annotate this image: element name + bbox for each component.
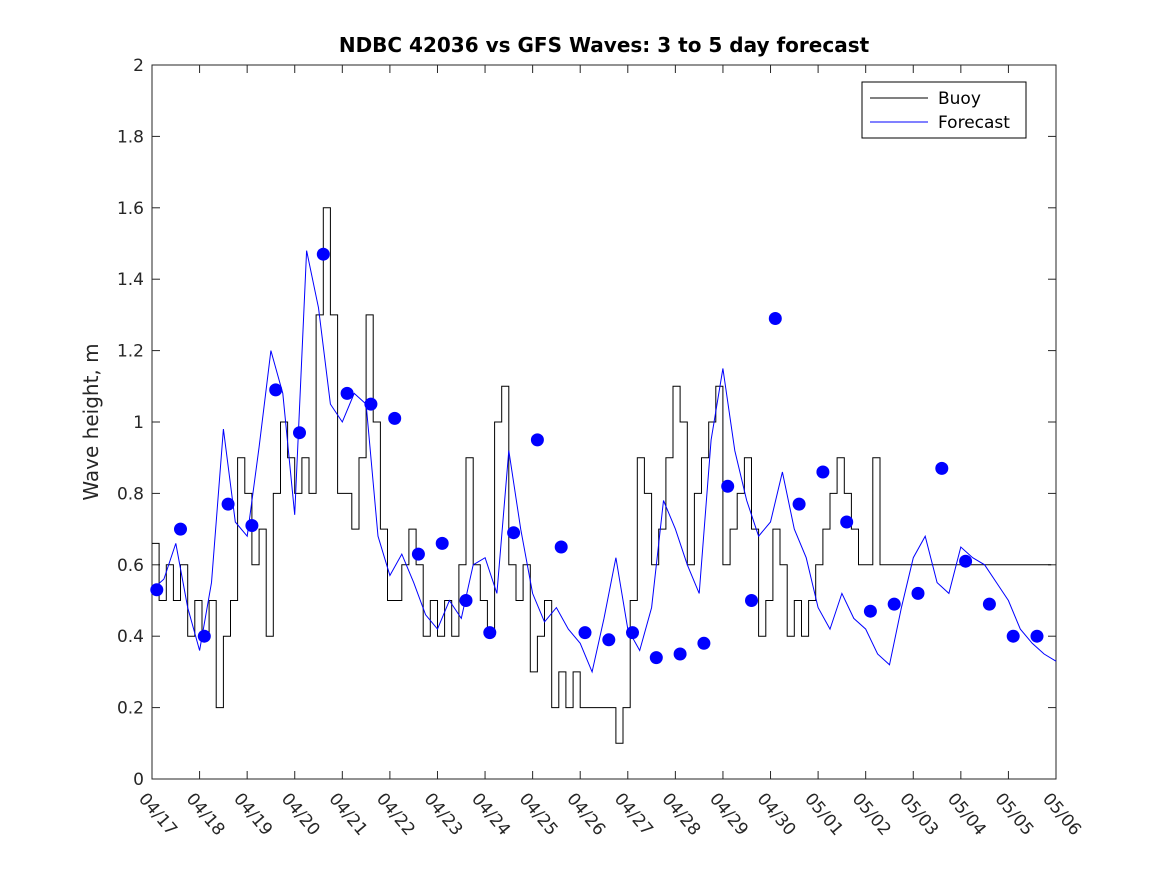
y-tick-label: 1.8: [117, 127, 144, 147]
x-tick-label: 04/24: [467, 789, 514, 839]
y-tick-label: 1: [133, 413, 144, 433]
forecast-marker: [507, 526, 521, 540]
x-tick-label: 04/21: [324, 789, 371, 839]
forecast-marker: [578, 626, 592, 640]
forecast-marker: [982, 597, 996, 611]
forecast-marker: [554, 540, 568, 554]
forecast-marker: [364, 397, 378, 411]
x-tick-label: 05/05: [991, 789, 1038, 839]
plot-area: [151, 64, 1057, 780]
x-tick-label: 05/03: [895, 789, 942, 839]
series-layer: [151, 207, 1057, 744]
x-tick-label: 04/18: [182, 789, 229, 839]
forecast-markers: [150, 247, 1044, 665]
y-tick-label: 0.6: [117, 556, 144, 576]
plot-frame: [151, 64, 1057, 780]
y-tick-label: 0: [133, 770, 144, 790]
forecast-marker: [721, 479, 735, 493]
x-tick-label: 04/23: [420, 789, 467, 839]
forecast-marker: [745, 594, 758, 607]
forecast-marker: [816, 465, 830, 479]
y-axis: 0 0.2 0.4 0.6 0.8 1 1.2 1.4 1.6 1.8 2: [117, 56, 1056, 790]
y-tick-label: 1.4: [117, 270, 144, 290]
forecast-marker: [150, 583, 164, 597]
x-tick-label: 05/06: [1038, 789, 1085, 839]
forecast-marker: [911, 586, 925, 600]
forecast-marker: [1030, 629, 1044, 643]
y-tick-label: 0.2: [117, 699, 144, 719]
chart-title: NDBC 42036 vs GFS Waves: 3 to 5 day fore…: [339, 33, 870, 57]
y-axis-label: Wave height, m: [79, 343, 103, 500]
legend-buoy-label: Buoy: [938, 89, 981, 109]
forecast-marker: [530, 433, 544, 447]
forecast-marker: [174, 522, 187, 536]
x-tick-label: 04/29: [705, 789, 752, 839]
legend-box: [861, 81, 1027, 139]
forecast-marker: [316, 247, 330, 261]
forecast-marker: [863, 604, 877, 618]
forecast-marker: [245, 519, 259, 532]
forecast-marker: [411, 547, 425, 561]
forecast-marker: [221, 497, 235, 511]
forecast-marker: [197, 629, 211, 643]
series-line-forecast: [151, 250, 1057, 674]
x-tick-label: 04/22: [372, 789, 419, 839]
forecast-marker: [768, 312, 782, 325]
forecast-marker: [792, 497, 806, 511]
x-tick-label: 05/01: [800, 789, 847, 839]
forecast-marker: [887, 597, 901, 611]
x-tick-label: 04/25: [515, 789, 562, 839]
y-tick-label: 2: [133, 56, 144, 76]
forecast-marker: [269, 383, 283, 397]
legend-forecast-label: Forecast: [938, 113, 1010, 133]
x-tick-label: 04/20: [277, 789, 324, 839]
forecast-marker: [649, 651, 663, 665]
forecast-marker: [1006, 629, 1020, 643]
forecast-marker: [959, 554, 973, 568]
x-tick-label: 05/02: [848, 789, 895, 839]
forecast-marker: [602, 633, 616, 647]
x-tick-label: 04/19: [229, 789, 276, 839]
forecast-marker: [340, 386, 354, 400]
forecast-marker: [626, 626, 639, 640]
x-tick-label: 05/04: [943, 789, 990, 839]
forecast-marker: [935, 461, 949, 475]
y-tick-label: 0.4: [117, 627, 144, 647]
y-tick-label: 1.6: [117, 199, 144, 219]
x-tick-label: 04/30: [753, 789, 800, 839]
forecast-marker: [483, 626, 497, 640]
legend: Buoy Forecast: [861, 81, 1027, 139]
forecast-marker: [840, 515, 854, 529]
y-tick-label: 1.2: [117, 342, 144, 362]
forecast-marker: [293, 426, 306, 440]
y-tick-label: 0.8: [117, 484, 144, 504]
x-tick-label: 04/17: [134, 789, 181, 839]
forecast-marker: [673, 647, 687, 661]
series-line-buoy: [152, 207, 1052, 744]
forecast-marker: [459, 594, 473, 607]
forecast-marker: [435, 536, 449, 550]
forecast-marker: [388, 411, 402, 425]
x-tick-label: 04/27: [610, 789, 657, 839]
forecast-marker: [697, 636, 711, 650]
x-tick-label: 04/26: [562, 789, 609, 839]
x-tick-label: 04/28: [658, 789, 705, 839]
